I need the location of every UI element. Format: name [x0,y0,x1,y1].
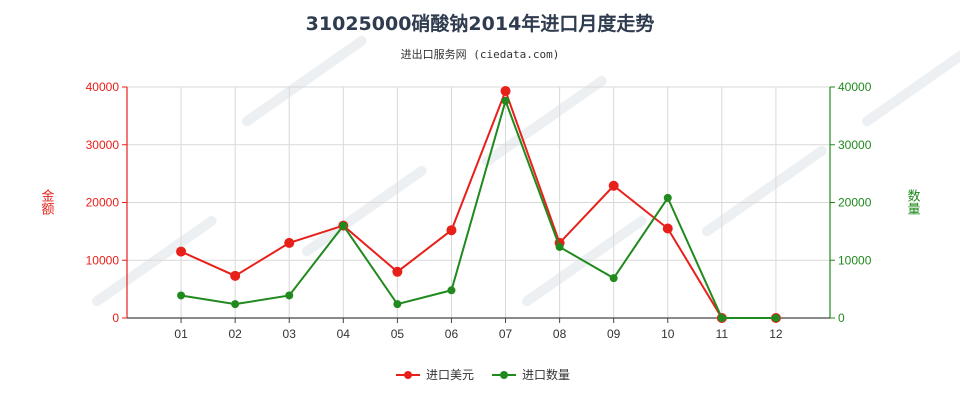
left-axis-tick-label: 20000 [86,196,120,210]
x-axis-tick-label: 11 [716,327,729,341]
series-2-point [501,96,510,105]
series-2-point [285,291,294,300]
series-layer [176,86,781,323]
x-axis-tick-label: 12 [769,327,783,341]
series-line-2 [180,97,776,319]
x-axis-tick-label: 09 [607,327,621,341]
x-axis-tick-label: 01 [174,327,188,341]
x-axis-tick-label: 06 [445,327,459,341]
chart-title: 31025000硝酸钠2014年进口月度走势 [306,12,655,35]
x-axis-tick-label: 04 [337,327,351,341]
watermark-stamp [481,75,607,167]
legend-label: 进口美元 [426,368,474,382]
x-axis-tick-label: 10 [661,327,675,341]
grid [127,86,830,318]
series-1-point [176,246,187,257]
x-axis-tick-label: 07 [499,327,513,341]
series-2-point [393,300,402,309]
series-line-1 [180,88,776,319]
legend-swatch-marker [500,371,508,379]
x-axis-tick-label: 02 [228,327,242,341]
right-axis-tick-label: 40000 [838,80,872,94]
series-2-point [339,221,348,230]
left-axis-tick-label: 40000 [86,80,120,94]
series-2-point [231,300,240,309]
series-2-point [663,193,672,202]
watermark-stamp [91,215,217,307]
right-axis-tick-label: 10000 [838,253,872,267]
series-2-point [609,274,618,283]
series-1-point [392,266,403,277]
legend: 进口美元 进口数量 [396,367,570,382]
watermark-stamp [701,145,827,237]
series-2-point [447,286,456,295]
series-2-point [717,314,726,322]
watermark-stamp [301,165,427,257]
left-axis-tick-label: 30000 [86,138,120,152]
right-axis-tick-label: 30000 [838,138,872,152]
right-axis-tick-label: 0 [838,311,845,325]
series-2-point [555,242,564,251]
right-axis-tick-label: 20000 [838,196,872,210]
legend-label: 进口数量 [522,367,570,382]
axes: 0 10000 20000 30000 40000 0 10000 20000 30000 400… [39,80,921,341]
left-axis-tick-label: 10000 [86,253,120,267]
x-axis-tick-label: 03 [283,327,297,341]
series-1-point [608,180,619,191]
series-1-point [446,225,457,236]
series-1-point [500,86,511,97]
legend-swatch-marker [404,371,412,379]
watermark-stamp [241,35,367,127]
series-1-point [662,223,673,234]
series-1-point [284,237,295,248]
series-2-point [177,291,186,300]
left-axis-title: 金额 [39,188,55,216]
watermark-stamp [861,35,960,127]
chart-subtitle: 进出口服务网 (ciedata.com) [401,47,560,61]
right-axis-title: 数量 [905,189,921,215]
x-axis-tick-label: 05 [391,327,405,341]
series-1-point [230,270,241,281]
x-axis-tick-label: 08 [553,327,567,341]
series-2-point [771,314,780,322]
left-axis-tick-label: 0 [112,311,119,325]
